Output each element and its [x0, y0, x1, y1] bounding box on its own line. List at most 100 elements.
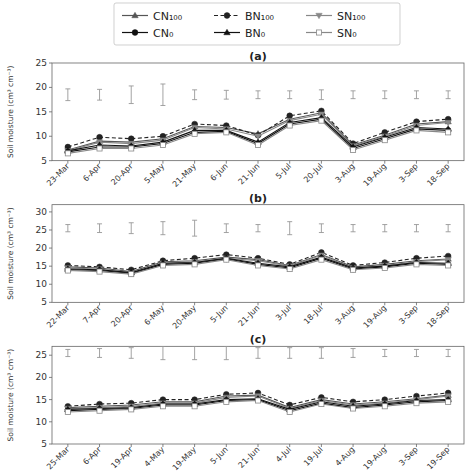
- y-tick-label: 5: [41, 297, 47, 307]
- point: [97, 134, 103, 140]
- error-stem: [258, 348, 259, 359]
- error-cap: [129, 222, 134, 223]
- error-cap: [97, 89, 102, 90]
- x-tick: [162, 161, 163, 164]
- figure: CN₁₀₀BN₁₀₀SN₁₀₀CN₀BN₀SN₀(a)510152025Soil…: [0, 0, 474, 474]
- x-tick: [162, 302, 163, 305]
- x-tick: [448, 302, 449, 305]
- point: [319, 257, 324, 262]
- series-line: [68, 260, 448, 274]
- point: [446, 263, 451, 268]
- error-bar: [97, 349, 102, 358]
- x-tick: [67, 444, 68, 447]
- x-tick-label: 6-Jun: [209, 162, 230, 183]
- error-cap: [224, 232, 229, 233]
- error-stem: [99, 224, 100, 233]
- legend: CN₁₀₀BN₁₀₀SN₁₀₀CN₀BN₀SN₀: [114, 3, 400, 45]
- point: [224, 130, 229, 135]
- error-cap: [160, 221, 165, 222]
- point: [97, 269, 102, 274]
- error-bar: [446, 91, 451, 99]
- error-bar: [97, 89, 102, 100]
- error-cap: [256, 98, 261, 99]
- plot-area: [65, 220, 452, 276]
- plot-frame: [52, 63, 464, 161]
- x-tick-label: 19-Sep: [425, 445, 451, 471]
- point: [382, 265, 387, 270]
- y-tick-label: 25: [36, 58, 47, 68]
- error-cap: [160, 234, 165, 235]
- error-cap: [65, 100, 70, 101]
- series-line: [68, 255, 448, 272]
- x-tick: [131, 444, 132, 447]
- point: [97, 408, 102, 413]
- error-cap: [446, 349, 451, 350]
- point: [319, 401, 324, 406]
- error-bar: [414, 225, 419, 232]
- error-stem: [162, 346, 163, 359]
- x-tick-label: 19-Jul: [302, 445, 325, 468]
- error-cap: [287, 90, 292, 91]
- error-cap: [160, 359, 165, 360]
- error-bar: [446, 225, 451, 232]
- error-cap: [65, 231, 70, 232]
- y-tick: [49, 63, 52, 64]
- error-cap: [319, 232, 324, 233]
- x-tick: [353, 302, 354, 305]
- x-tick: [67, 161, 68, 164]
- error-cap: [256, 224, 261, 225]
- y-tick: [49, 248, 52, 249]
- error-stem: [99, 349, 100, 358]
- x-tick-label: 5-Jun: [209, 303, 230, 324]
- error-bar: [319, 224, 324, 233]
- x-tick-label: 3-Aug: [334, 303, 357, 326]
- x-tick-label: 6-May: [143, 303, 167, 327]
- error-cap: [97, 232, 102, 233]
- error-bar: [287, 222, 292, 235]
- point: [255, 263, 260, 268]
- x-tick-label: 6-Apr: [81, 445, 103, 467]
- legend-item: SN₀: [306, 27, 357, 40]
- error-cap: [192, 346, 197, 347]
- x-tick-label: 5-Jul: [274, 162, 293, 181]
- y-tick: [49, 266, 52, 267]
- error-stem: [194, 220, 195, 236]
- x-tick-label: 20-Apr: [109, 161, 135, 187]
- legend-frame: [114, 3, 400, 45]
- error-stem: [194, 90, 195, 100]
- error-bar: [129, 223, 134, 234]
- error-stem: [353, 91, 354, 99]
- series: [65, 110, 452, 153]
- y-axis-label: Soil moisture (cm³ cm⁻³): [6, 207, 15, 300]
- error-cap: [224, 359, 229, 360]
- error-bar: [382, 225, 387, 232]
- error-cap: [414, 356, 419, 357]
- point: [65, 267, 71, 273]
- x-tick-label: 20-Apr: [109, 303, 135, 329]
- error-cap: [414, 224, 419, 225]
- error-bar: [192, 220, 197, 236]
- error-cap: [65, 349, 70, 350]
- y-tick-label: 25: [36, 350, 47, 360]
- x-tick-label: 4-Jul: [274, 445, 293, 464]
- error-cap: [319, 358, 324, 359]
- error-stem: [416, 349, 417, 356]
- error-bar: [224, 224, 229, 233]
- x-tick: [289, 302, 290, 305]
- error-bar: [351, 91, 356, 99]
- error-cap: [129, 233, 134, 234]
- point: [350, 405, 356, 411]
- series-line: [68, 118, 448, 151]
- series: [65, 254, 452, 275]
- error-bar: [97, 224, 102, 233]
- legend-label: BN₁₀₀: [245, 10, 275, 23]
- error-bar: [382, 91, 387, 99]
- y-tick: [49, 302, 52, 303]
- series-line: [68, 255, 448, 272]
- x-tick: [321, 161, 322, 164]
- point: [129, 272, 134, 277]
- y-tick: [49, 111, 52, 112]
- legend-label: BN₀: [245, 27, 266, 40]
- series-line: [68, 396, 448, 408]
- error-bar: [192, 346, 197, 359]
